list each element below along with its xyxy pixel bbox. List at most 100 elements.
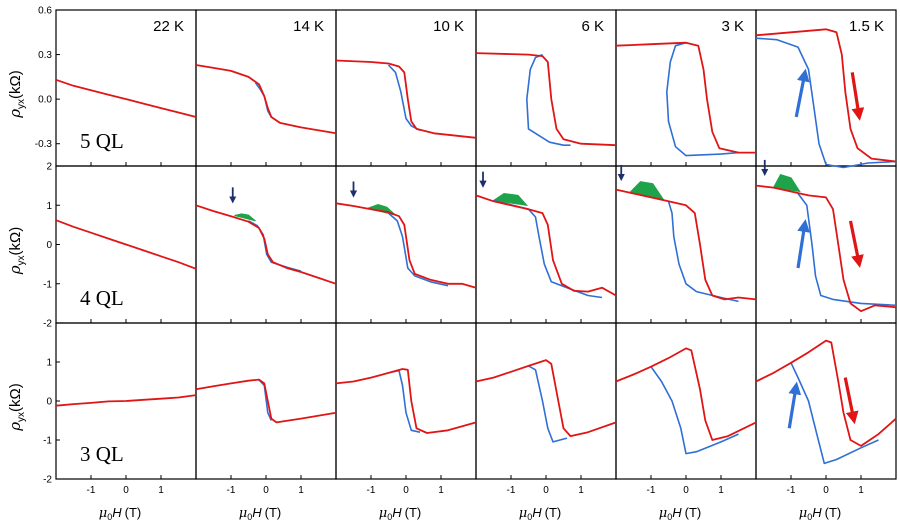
up-sweep-curve — [55, 394, 197, 407]
x-axis-label: μ0H (T) — [379, 505, 421, 522]
panel-frame-r2-c2 — [335, 322, 477, 480]
y-axis-label-symbol: ρ — [6, 265, 24, 275]
up-sweep-curve — [195, 204, 337, 285]
y-axis-label-unit: (kΩ) — [7, 227, 24, 256]
y-axis-label: ρyx(kΩ) — [6, 227, 27, 276]
ytick-label: 1 — [46, 358, 52, 369]
down-sweep-curve — [493, 199, 603, 299]
x-axis-label: μ0H (T) — [799, 505, 841, 522]
x-axis-label-mu: μ — [799, 506, 807, 521]
panel-frame-r2-c3 — [475, 322, 617, 480]
xtick-label: 0 — [543, 485, 549, 496]
y-axis-label-subscript: yx — [16, 99, 27, 109]
x-axis-label-var: H — [812, 505, 822, 520]
x-axis-label: μ0H (T) — [239, 505, 281, 522]
x-axis-label-unit: (T) — [545, 505, 562, 520]
down-sweep-curve — [755, 37, 897, 169]
xtick-label: -1 — [87, 485, 96, 496]
down-sweep-curve — [650, 366, 739, 455]
x-axis-label: μ0H (T) — [659, 505, 701, 522]
ytick-label: 2 — [46, 162, 52, 173]
xtick-label: 1 — [718, 485, 724, 496]
y-axis-label-subscript: yx — [16, 412, 27, 422]
xtick-label: -1 — [647, 485, 656, 496]
down-sweep-curve — [254, 82, 281, 124]
up-sweep-curve — [335, 368, 477, 434]
down-sweep-curve — [387, 212, 449, 287]
up-sweep-curve — [755, 184, 897, 313]
x-axis-label-var: H — [112, 505, 122, 520]
xtick-label: -1 — [227, 485, 236, 496]
up-sweep-curve — [615, 347, 757, 441]
down-sweep-curve — [258, 379, 273, 421]
down-sweep-curve — [797, 193, 897, 307]
panel-frame-r2-c5 — [755, 322, 897, 480]
x-axis-label-unit: (T) — [125, 505, 142, 520]
xtick-label: 1 — [298, 485, 304, 496]
x-axis-label-var: H — [392, 505, 402, 520]
sweep-direction-arrow — [794, 68, 810, 118]
up-sweep-curve — [755, 339, 897, 447]
ytick-label: 0 — [46, 397, 52, 408]
y-axis-label-unit: (kΩ) — [7, 70, 24, 99]
down-sweep-curve — [667, 201, 739, 303]
up-sweep-curve — [335, 59, 477, 139]
down-sweep-curve — [666, 41, 739, 157]
x-axis-label-mu: μ — [239, 506, 247, 521]
x-axis-label-unit: (T) — [265, 505, 282, 520]
thickness-label: 3 QL — [80, 442, 124, 466]
x-axis-label-subscript: 0 — [247, 512, 252, 522]
y-axis-label-subscript: yx — [16, 255, 27, 265]
x-axis-label-var: H — [252, 505, 262, 520]
x-axis-label: μ0H (T) — [519, 505, 561, 522]
ytick-label: 0.6 — [38, 6, 52, 17]
y-axis-label: ρyx(kΩ) — [6, 70, 27, 119]
x-axis-label-var: H — [532, 505, 542, 520]
ytick-label: 0.3 — [38, 50, 52, 61]
x-axis-label-unit: (T) — [825, 505, 842, 520]
up-sweep-curve — [55, 78, 197, 118]
x-axis-label-subscript: 0 — [527, 512, 532, 522]
up-sweep-curve — [195, 378, 337, 424]
up-sweep-curve — [55, 219, 197, 270]
ytick-label: 0 — [46, 240, 52, 251]
xtick-label: 1 — [438, 485, 444, 496]
xtick-label: 0 — [823, 485, 829, 496]
xtick-label: 0 — [123, 485, 129, 496]
sweep-direction-arrow — [850, 72, 865, 121]
thickness-label: 5 QL — [80, 129, 124, 153]
x-axis-label-var: H — [672, 505, 682, 520]
down-sweep-curve — [526, 53, 571, 146]
ytick-label: -2 — [43, 319, 52, 330]
x-axis-label-mu: μ — [379, 506, 387, 521]
xtick-label: 1 — [158, 485, 164, 496]
ytick-label: 1 — [46, 201, 52, 212]
xtick-label: 1 — [858, 485, 864, 496]
xtick-label: -1 — [787, 485, 796, 496]
up-sweep-curve — [475, 194, 617, 297]
x-axis-label-subscript: 0 — [387, 512, 392, 522]
temperature-label: 6 K — [581, 18, 604, 35]
up-sweep-curve — [195, 64, 337, 135]
xtick-label: 0 — [263, 485, 269, 496]
ytick-label: -2 — [43, 475, 52, 486]
y-axis-label: ρyx(kΩ) — [6, 383, 27, 432]
x-axis-label-mu: μ — [99, 506, 107, 521]
ytick-label: -0.3 — [35, 139, 53, 150]
up-sweep-curve — [475, 359, 617, 437]
anomalous-hall-dip — [234, 213, 256, 222]
ytick-label: -1 — [43, 436, 52, 447]
xtick-label: -1 — [507, 485, 516, 496]
down-sweep-curve — [387, 64, 421, 132]
up-sweep-curve — [615, 188, 757, 301]
up-sweep-curve — [335, 202, 477, 289]
x-axis-label-subscript: 0 — [667, 512, 672, 522]
down-sweep-curve — [790, 362, 879, 465]
anomalous-hall-dip — [492, 192, 529, 206]
ytick-label: 0.0 — [38, 95, 52, 106]
temperature-label: 3 K — [721, 18, 744, 35]
temperature-label: 10 K — [433, 18, 464, 35]
x-axis-label-subscript: 0 — [807, 512, 812, 522]
sweep-direction-arrow — [787, 381, 802, 429]
